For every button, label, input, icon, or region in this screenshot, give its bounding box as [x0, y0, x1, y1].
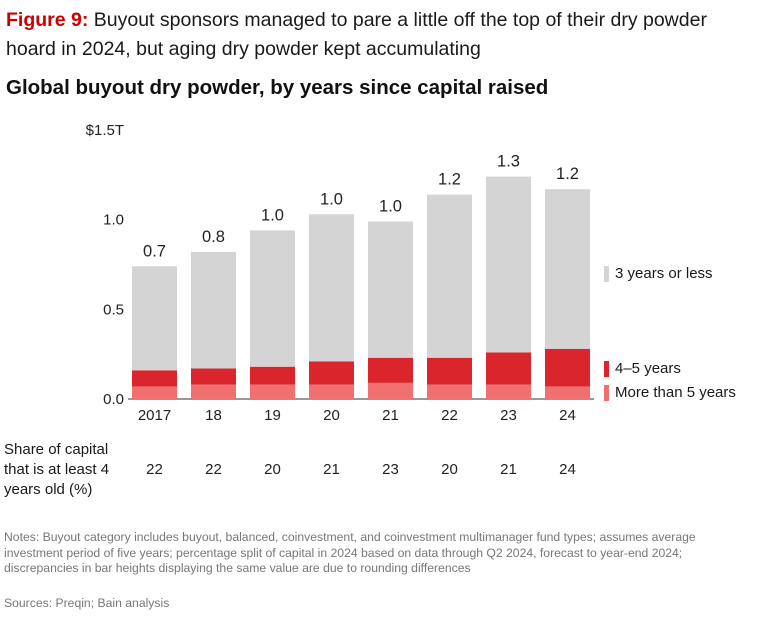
y-tick-label: $1.5T	[86, 122, 124, 139]
bar-segment-3-years-or-less	[545, 189, 590, 349]
legend-item-4-5-years: 4–5 years	[604, 360, 681, 377]
figure-title: Figure 9: Buyout sponsors managed to par…	[6, 6, 756, 64]
chart-title: Global buyout dry powder, by years since…	[6, 76, 549, 99]
share-value: 24	[559, 461, 576, 478]
stacked-bar-chart: 0.0 0.5 1.0 $1.5T 0.7 2017 22 0.8 18 22 1.0 19 20 1.0…	[86, 122, 594, 478]
legend-swatch	[604, 360, 609, 377]
x-tick-label: 20	[323, 407, 340, 424]
share-value: 20	[441, 461, 458, 478]
x-tick-label: 18	[205, 407, 222, 424]
figure-label: Figure 9:	[6, 9, 89, 31]
bar-segment-4-5-years	[486, 352, 531, 385]
bar-segment-more-than-5-years	[545, 386, 590, 399]
notes: Notes: Buyout category includes buyout, …	[4, 530, 696, 575]
legend-swatch	[604, 265, 609, 282]
share-value: 22	[205, 461, 222, 478]
bar-total-label: 1.2	[556, 165, 579, 183]
x-tick-label: 24	[559, 407, 576, 424]
bar-segment-more-than-5-years	[427, 384, 472, 399]
share-value: 22	[146, 461, 163, 478]
bar-segment-4-5-years	[309, 361, 354, 385]
y-tick-label: 0.0	[103, 391, 124, 408]
share-row-label: Share of capital that is at least 4 year…	[4, 441, 110, 498]
share-value: 21	[500, 461, 517, 478]
sources: Sources: Preqin; Bain analysis	[4, 596, 170, 610]
legend-label: 3 years or less	[615, 265, 713, 282]
bar-segment-3-years-or-less	[132, 266, 177, 371]
bar-total-label: 1.3	[497, 153, 520, 171]
bar-total-label: 1.2	[438, 171, 461, 189]
x-tick-label: 21	[382, 407, 399, 424]
x-tick-label: 19	[264, 407, 281, 424]
bar-segment-3-years-or-less	[368, 221, 413, 358]
share-value: 23	[382, 461, 399, 478]
x-tick-label: 22	[441, 407, 458, 424]
x-tick-label: 2017	[138, 407, 171, 424]
legend-label: 4–5 years	[615, 360, 681, 377]
bar-segment-4-5-years	[427, 357, 472, 385]
bar-segment-4-5-years	[191, 368, 236, 385]
bar-segment-more-than-5-years	[368, 382, 413, 399]
bar-segment-4-5-years	[250, 366, 295, 385]
bar-total-label: 1.0	[320, 190, 343, 208]
bar-segment-3-years-or-less	[250, 230, 295, 367]
y-tick-label: 0.5	[103, 301, 124, 318]
bar-total-label: 0.7	[143, 242, 166, 260]
bar-total-label: 1.0	[379, 197, 402, 215]
figure-title-text: Buyout sponsors managed to pare a little…	[6, 9, 707, 60]
bar-segment-3-years-or-less	[486, 176, 531, 353]
y-tick-label: 1.0	[103, 212, 124, 229]
legend-label: More than 5 years	[615, 384, 736, 401]
bar-segment-more-than-5-years	[309, 384, 354, 399]
x-tick-label: 23	[500, 407, 517, 424]
legend-swatch	[604, 384, 609, 401]
bar-segment-3-years-or-less	[309, 214, 354, 362]
bar-segment-3-years-or-less	[427, 194, 472, 358]
legend-item-3-years-or-less: 3 years or less	[604, 265, 713, 282]
share-value: 20	[264, 461, 281, 478]
legend-item-more-than-5-years: More than 5 years	[604, 384, 736, 401]
bar-segment-more-than-5-years	[132, 386, 177, 399]
bar-segment-4-5-years	[368, 357, 413, 383]
bar-total-label: 0.8	[202, 228, 225, 246]
share-value: 21	[323, 461, 340, 478]
bar-segment-3-years-or-less	[191, 251, 236, 369]
bar-total-label: 1.0	[261, 206, 284, 224]
bar-segment-more-than-5-years	[191, 384, 236, 399]
bar-segment-more-than-5-years	[486, 384, 531, 399]
bar-segment-4-5-years	[132, 370, 177, 387]
bar-segment-more-than-5-years	[250, 384, 295, 399]
bar-segment-4-5-years	[545, 348, 590, 387]
